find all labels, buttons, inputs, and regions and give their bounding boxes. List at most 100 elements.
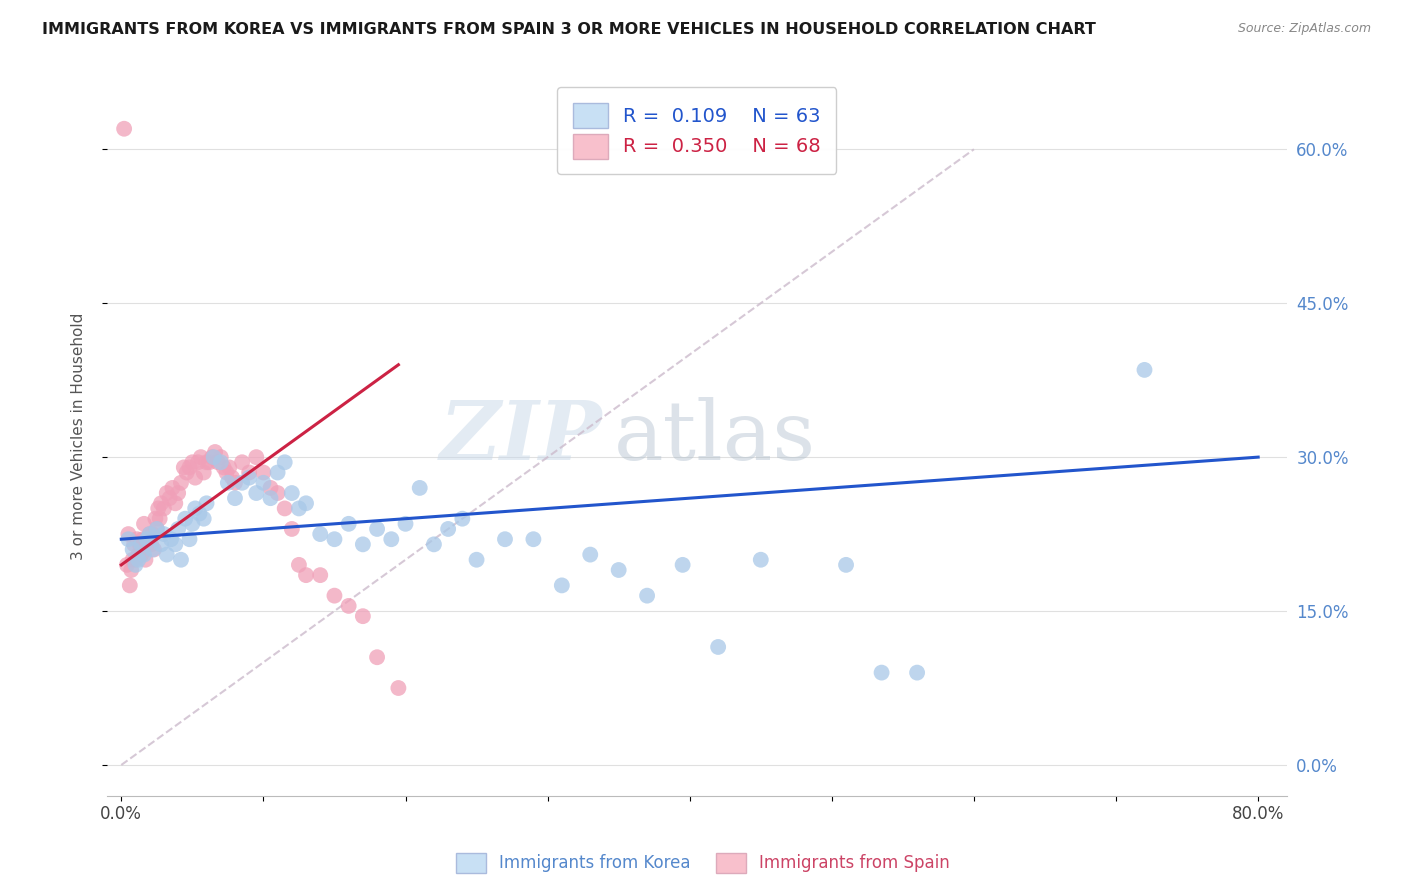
Point: [148, 501, 170, 516]
Point: [437, 522, 460, 536]
Point: [209, 455, 232, 469]
Point: [209, 450, 232, 464]
Point: [423, 537, 446, 551]
Point: [494, 533, 516, 547]
Point: [273, 455, 295, 469]
Point: [125, 533, 148, 547]
Point: [281, 522, 304, 536]
Point: [636, 589, 658, 603]
Point: [224, 475, 246, 490]
Point: [245, 486, 267, 500]
Point: [179, 533, 201, 547]
Point: [179, 460, 201, 475]
Point: [124, 558, 146, 572]
Point: [579, 548, 602, 562]
Point: [146, 522, 169, 536]
Point: [288, 501, 311, 516]
Point: [266, 486, 288, 500]
Point: [136, 533, 159, 547]
Point: [149, 511, 172, 525]
Point: [252, 466, 274, 480]
Point: [281, 486, 304, 500]
Point: [522, 533, 544, 547]
Point: [212, 460, 235, 475]
Point: [181, 516, 204, 531]
Point: [117, 533, 139, 547]
Point: [259, 491, 281, 505]
Legend: Immigrants from Korea, Immigrants from Spain: Immigrants from Korea, Immigrants from S…: [450, 847, 956, 880]
Point: [1133, 363, 1156, 377]
Point: [156, 486, 179, 500]
Point: [153, 527, 176, 541]
Point: [323, 589, 346, 603]
Point: [273, 501, 295, 516]
Y-axis label: 3 or more Vehicles in Household: 3 or more Vehicles in Household: [72, 313, 86, 560]
Text: Source: ZipAtlas.com: Source: ZipAtlas.com: [1237, 22, 1371, 36]
Point: [215, 466, 238, 480]
Point: [193, 511, 215, 525]
Point: [201, 450, 224, 464]
Point: [672, 558, 695, 572]
Point: [221, 470, 243, 484]
Point: [143, 542, 166, 557]
Point: [337, 516, 360, 531]
Point: [139, 537, 162, 551]
Point: [184, 470, 207, 484]
Point: [159, 491, 181, 505]
Point: [190, 450, 212, 464]
Text: atlas: atlas: [614, 397, 817, 476]
Point: [366, 650, 388, 665]
Point: [146, 522, 169, 536]
Point: [165, 496, 187, 510]
Point: [207, 455, 229, 469]
Point: [181, 455, 204, 469]
Point: [198, 455, 221, 469]
Point: [451, 511, 474, 525]
Point: [204, 445, 226, 459]
Point: [352, 609, 374, 624]
Point: [352, 537, 374, 551]
Point: [121, 553, 143, 567]
Point: [295, 568, 318, 582]
Point: [184, 501, 207, 516]
Point: [387, 681, 409, 695]
Point: [156, 548, 179, 562]
Point: [309, 568, 332, 582]
Point: [174, 511, 197, 525]
Point: [749, 553, 772, 567]
Point: [150, 537, 173, 551]
Point: [127, 553, 149, 567]
Point: [231, 455, 253, 469]
Point: [112, 121, 135, 136]
Point: [132, 516, 155, 531]
Point: [117, 527, 139, 541]
Point: [141, 527, 163, 541]
Point: [129, 548, 152, 562]
Point: [122, 537, 145, 551]
Point: [138, 527, 160, 541]
Point: [905, 665, 928, 680]
Point: [707, 640, 730, 654]
Point: [121, 542, 143, 557]
Point: [218, 460, 240, 475]
Point: [134, 553, 156, 567]
Point: [193, 466, 215, 480]
Point: [153, 501, 176, 516]
Point: [252, 475, 274, 490]
Point: [870, 665, 893, 680]
Point: [167, 522, 190, 536]
Point: [124, 553, 146, 567]
Point: [409, 481, 432, 495]
Point: [162, 481, 184, 495]
Point: [366, 522, 388, 536]
Point: [145, 511, 167, 525]
Point: [135, 537, 157, 551]
Point: [165, 537, 187, 551]
Point: [127, 548, 149, 562]
Point: [187, 455, 209, 469]
Point: [118, 578, 141, 592]
Point: [128, 537, 150, 551]
Point: [337, 599, 360, 613]
Point: [238, 466, 260, 480]
Point: [380, 533, 402, 547]
